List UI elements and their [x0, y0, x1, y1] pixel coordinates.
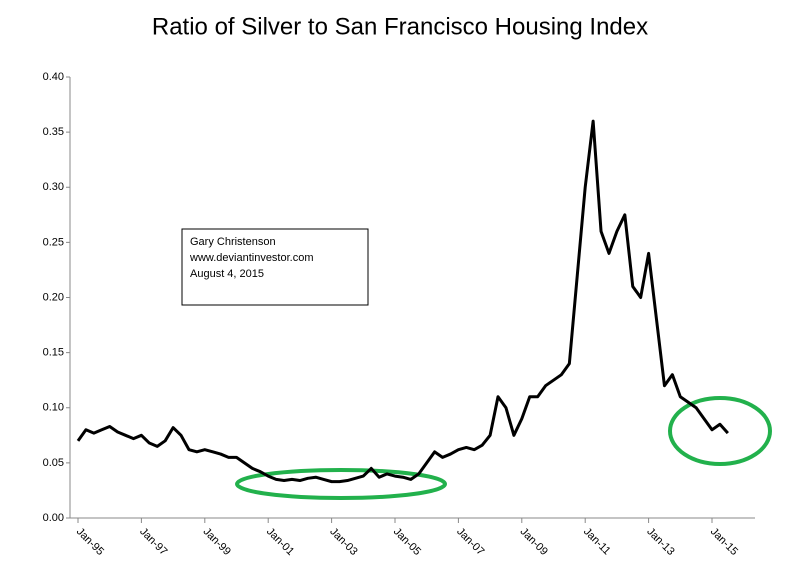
x-tick-label: Jan-95 [74, 526, 106, 558]
x-tick-label: Jan-03 [327, 526, 359, 558]
x-tick-label: Jan-13 [644, 526, 676, 558]
chart-title: Ratio of Silver to San Francisco Housing… [152, 13, 648, 40]
y-tick-label: 0.25 [43, 236, 64, 248]
x-tick-label: Jan-07 [454, 526, 486, 558]
data-line [76, 119, 729, 484]
y-tick-label: 0.15 [43, 347, 64, 359]
highlight-ellipse [235, 468, 447, 500]
y-tick-label: 0.00 [43, 512, 64, 524]
x-tick-label: Jan-15 [708, 526, 740, 558]
y-tick-label: 0.35 [43, 126, 64, 138]
y-tick-label: 0.30 [43, 181, 64, 193]
x-tick-label: Jan-09 [518, 526, 550, 558]
annotation-box [181, 228, 369, 306]
x-tick-label: Jan-11 [581, 526, 613, 558]
y-tick-label: 0.10 [43, 402, 64, 414]
annotation-text: www.deviantinvestor.com [189, 252, 314, 264]
y-tick-label: 0.40 [43, 71, 64, 83]
annotation-text: Gary Christenson [190, 236, 276, 248]
x-tick-label: Jan-99 [201, 526, 233, 558]
x-tick-label: Jan-97 [137, 526, 169, 558]
x-tick-label: Jan-01 [264, 526, 296, 558]
highlight-ellipse [668, 396, 772, 466]
annotation-text: August 4, 2015 [190, 268, 264, 280]
x-tick-label: Jan-05 [391, 526, 423, 558]
y-tick-label: 0.20 [43, 291, 64, 303]
y-tick-label: 0.05 [43, 457, 64, 469]
